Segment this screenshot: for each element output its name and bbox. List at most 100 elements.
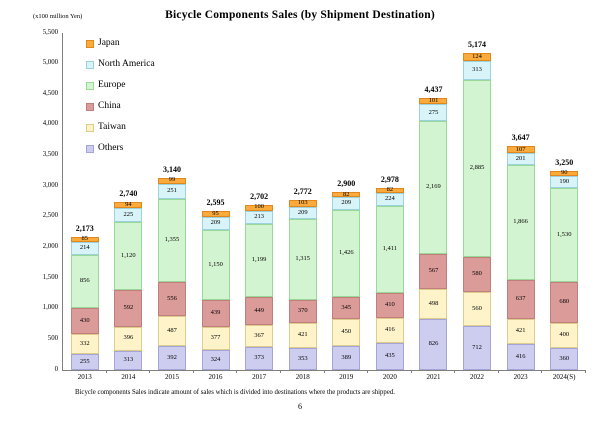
plot-area: 85 214 856 430 332 255 2,173 2013 94 225 1,120 592 3…	[62, 33, 586, 381]
bar-segment-others: 360	[550, 347, 579, 370]
bar-segment-taiwan: 332	[70, 334, 99, 355]
bar-segment-taiwan: 560	[463, 292, 492, 327]
bar-total-label: 2,900	[337, 179, 356, 189]
bar-segment-china: 680	[550, 281, 579, 324]
bar-segment-china: 637	[506, 279, 535, 319]
bar-total-label: 3,250	[555, 157, 574, 167]
bar-total-label: 2,772	[293, 187, 312, 197]
y-axis-tick-label: 5,500	[42, 28, 58, 36]
bar-segment-taiwan: 487	[157, 316, 186, 346]
legend-swatch-icon	[86, 103, 94, 111]
bar-slot: 103 209 1,315 370 421 353 2,772 2018	[281, 33, 325, 381]
bar-total-label: 2,978	[380, 174, 399, 184]
bar-segment-europe: 856	[70, 255, 99, 308]
x-axis-label: 2019	[339, 373, 354, 381]
bar-segment-japan: 82	[332, 191, 361, 197]
bar-slot: 124 313 2,885 580 560 712 5,174 2022	[455, 33, 499, 381]
bar-segment-others: 353	[288, 348, 317, 370]
bar-segment-north-america: 224	[375, 192, 404, 207]
x-axis-label: 2017	[252, 373, 267, 381]
bar-segment-north-america: 201	[506, 153, 535, 166]
x-axis-label: 2013	[77, 373, 92, 381]
bar-segment-japan: 124	[463, 53, 492, 61]
stacked-bar: 99 251 1,355 556 487 392	[157, 177, 186, 370]
y-axis-tick-label: 5,000	[42, 59, 58, 67]
bar-segment-north-america: 209	[288, 206, 317, 220]
bar-segment-japan: 103	[288, 199, 317, 207]
bar-slot: 107 201 1,866 637 421 416 3,647 2023	[499, 33, 543, 381]
bar-segment-china: 567	[419, 254, 448, 289]
x-axis-label: 2020	[382, 373, 397, 381]
x-axis-label: 2021	[426, 373, 441, 381]
bar-total-label: 2,740	[119, 189, 138, 199]
x-axis-label: 2018	[295, 373, 310, 381]
bar-slot: 85 214 856 430 332 255 2,173 2013	[63, 33, 107, 381]
stacked-bar: 103 209 1,315 370 421 353	[288, 199, 317, 370]
bar-segment-europe: 1,150	[201, 229, 230, 301]
bar-segment-north-america: 225	[114, 207, 143, 222]
y-axis-tick-label: 2,000	[42, 242, 58, 250]
stacked-bar: 101 275 2,169 567 498 826	[419, 97, 448, 370]
bar-segment-north-america: 209	[332, 197, 361, 211]
bar-segment-china: 439	[201, 300, 230, 328]
bar-segment-europe: 2,885	[463, 79, 492, 257]
bar-slot: 101 275 2,169 567 498 826 4,437 2021	[412, 33, 456, 381]
bar-segment-japan: 99	[157, 177, 186, 184]
bar-segment-europe: 1,199	[245, 223, 274, 298]
bar-segment-north-america: 209	[201, 216, 230, 230]
legend-item-japan: Japan	[86, 39, 155, 49]
y-axis-tick-label: 4,500	[42, 89, 58, 97]
x-axis-label: 2023	[513, 373, 528, 381]
bar-slot: 95 209 1,150 439 377 324 2,595 2016	[194, 33, 238, 381]
bar-total-label: 2,595	[206, 198, 225, 208]
footer-note: Bicycle components Sales indicate amount…	[75, 389, 395, 396]
y-axis-tick-label: 500	[47, 334, 58, 342]
legend-swatch-icon	[86, 124, 94, 132]
bar-segment-taiwan: 416	[375, 317, 404, 344]
x-axis-tick	[367, 370, 369, 373]
stacked-bar: 100 213 1,199 449 367 373	[245, 204, 274, 370]
x-axis-tick	[192, 370, 194, 373]
legend-item-europe: Europe	[86, 81, 155, 91]
bar-segment-others: 373	[245, 347, 274, 370]
bar-segment-europe: 1,530	[550, 188, 579, 282]
y-axis-unit-label: (x100 million Yen)	[33, 13, 83, 20]
bar-segment-north-america: 251	[157, 183, 186, 200]
legend-item-north-america: North America	[86, 60, 155, 70]
bar-segment-japan: 85	[70, 235, 99, 242]
legend-label: Others	[98, 143, 124, 154]
bar-segment-others: 324	[201, 350, 230, 370]
bar-slot: 94 225 1,120 592 396 313 2,740 2014	[107, 33, 151, 381]
stacked-bar: 124 313 2,885 580 560 712	[463, 53, 492, 370]
x-axis-label: 2024(S)	[552, 373, 576, 381]
bar-segment-japan: 90	[550, 170, 579, 177]
bar-slot: 90 190 1,530 680 400 360 3,250 2024(S)	[542, 33, 586, 381]
bar-segment-china: 449	[245, 297, 274, 325]
chart-title: Bicycle Components Sales (by Shipment De…	[165, 9, 435, 21]
bar-total-label: 5,174	[468, 39, 487, 49]
legend-swatch-icon	[86, 40, 94, 48]
bar-segment-europe: 1,866	[506, 165, 535, 280]
legend: Japan North America Europe China Taiwan Other…	[86, 39, 155, 165]
bar-segment-japan: 100	[245, 204, 274, 211]
legend-label: China	[98, 101, 121, 112]
stacked-bar: 95 209 1,150 439 377 324	[201, 210, 230, 370]
legend-item-taiwan: Taiwan	[86, 123, 155, 133]
bar-segment-others: 435	[375, 343, 404, 370]
bar-segment-taiwan: 396	[114, 326, 143, 351]
y-axis-tick-label: 3,000	[42, 181, 58, 189]
x-axis-label: 2016	[208, 373, 223, 381]
bar-total-label: 4,437	[424, 85, 443, 95]
y-axis-tick-label: 2,500	[42, 212, 58, 220]
legend-swatch-icon	[86, 145, 94, 153]
bar-segment-china: 345	[332, 297, 361, 319]
bar-segment-taiwan: 421	[506, 318, 535, 345]
bar-segment-taiwan: 498	[419, 288, 448, 320]
x-axis-label: 2022	[470, 373, 485, 381]
bar-slot: 100 213 1,199 449 367 373 2,702 2017	[237, 33, 281, 381]
bar-segment-china: 410	[375, 292, 404, 318]
x-axis-tick	[236, 370, 238, 373]
bar-segment-europe: 1,355	[157, 199, 186, 283]
legend-item-china: China	[86, 102, 155, 112]
